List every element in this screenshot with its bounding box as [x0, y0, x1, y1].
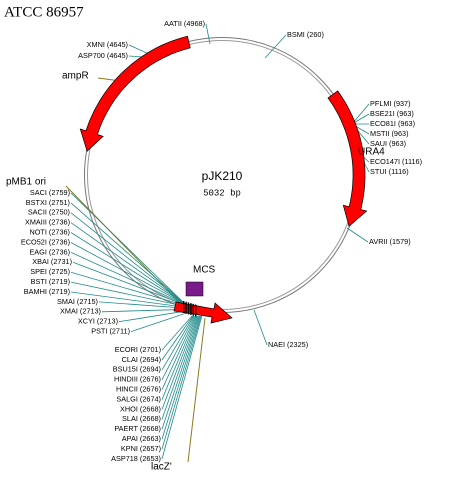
mcs-tick	[185, 301, 187, 314]
site-leader	[70, 242, 188, 306]
site-label: MSTII (963)	[370, 129, 409, 138]
site-leader	[161, 315, 194, 361]
mcs-tick	[190, 303, 192, 316]
site-label: SALGI (2674)	[116, 394, 161, 403]
site-label: SMAI (2715)	[57, 297, 98, 306]
site-leader	[130, 310, 195, 332]
site-label: NAEI (2325)	[268, 340, 308, 349]
site-leader	[161, 315, 201, 440]
site-label: APAI (2663)	[122, 434, 161, 443]
site-leader	[70, 212, 185, 304]
site-label: HINCII (2676)	[116, 385, 161, 394]
mcs-tick	[192, 303, 194, 316]
site-label: ASP700 (4645)	[78, 51, 128, 60]
site-label: ECO52I (2736)	[21, 237, 70, 246]
mcs-box	[185, 281, 204, 297]
site-label: BSU15I (2694)	[113, 365, 161, 374]
site-leader	[161, 315, 198, 410]
site-leader	[253, 309, 268, 346]
site-leader	[161, 315, 193, 351]
site-leader	[70, 222, 186, 305]
site-label: KPNI (2657)	[121, 444, 161, 453]
site-label: XBAI (2731)	[32, 257, 72, 266]
site-leader	[70, 192, 184, 303]
site-leader	[351, 103, 370, 125]
site-leader	[70, 202, 185, 303]
site-label: XCYI (2713)	[78, 317, 118, 326]
site-leader	[161, 315, 197, 400]
site-label: XMAI (2713)	[60, 307, 101, 316]
title: ATCC 86957	[4, 4, 84, 20]
ampr-arrow	[79, 35, 191, 152]
feature-label: ampR	[62, 71, 89, 82]
site-leader	[70, 252, 188, 306]
site-label: PSTI (2711)	[91, 327, 130, 336]
site-label: SAUI (963)	[370, 139, 406, 148]
feature-label: lacZ'	[151, 462, 172, 473]
site-label: PFLMI (937)	[370, 99, 411, 108]
site-label: SACI (2759)	[30, 188, 70, 197]
site-label: BSTXI (2751)	[26, 198, 70, 207]
site-leader	[70, 291, 192, 309]
site-leader	[70, 281, 191, 308]
site-label: NOTI (2736)	[29, 228, 70, 237]
site-leader	[72, 261, 189, 307]
site-leader	[161, 315, 196, 380]
site-leader	[161, 315, 195, 371]
mcs-tick	[187, 302, 190, 315]
site-label: EAGI (2736)	[29, 247, 70, 256]
mcs-tick	[183, 301, 185, 313]
site-label: STUI (1116)	[370, 167, 409, 176]
site-label: BSMI (260)	[287, 30, 324, 39]
site-label: BSE21I (963)	[370, 109, 414, 118]
site-label: ECO81I (963)	[370, 119, 415, 128]
site-leader	[264, 34, 287, 59]
site-label: AATII (4968)	[164, 19, 205, 28]
site-label: HINDIII (2676)	[114, 375, 161, 384]
feature-label: pMB1 ori	[6, 177, 46, 188]
site-label: ASP718 (2653)	[111, 454, 161, 463]
feature-label: MCS	[193, 265, 216, 276]
site-label: SACII (2750)	[28, 208, 70, 217]
site-leader	[70, 232, 187, 305]
ura4-arrow	[327, 90, 368, 227]
mcs-ticks	[183, 301, 197, 317]
site-label: ECO147I (1116)	[370, 157, 422, 166]
site-label: SLAI (2668)	[122, 414, 161, 423]
site-label: XMNI (4645)	[87, 40, 128, 49]
site-leader	[205, 23, 211, 45]
site-label: BAMHI (2719)	[24, 287, 70, 296]
site-leader	[346, 227, 369, 243]
site-label: BSTI (2719)	[31, 277, 70, 286]
site-leader	[161, 315, 196, 390]
site-label: SPEI (2725)	[30, 267, 70, 276]
site-labels: AATII (4968) XMNI (4645) ASP700 (4645) BSMI…	[21, 19, 422, 463]
site-leader	[161, 315, 199, 420]
site-label: PAERT (2668)	[114, 424, 161, 433]
plasmid-name: pJK210	[202, 169, 243, 183]
site-leader	[161, 315, 203, 460]
plasmid-size: 5032 bp	[203, 188, 241, 198]
feature-label: URA4	[358, 147, 385, 158]
site-label: XHOI (2668)	[120, 404, 161, 413]
ori-leader	[65, 185, 182, 305]
site-leader	[161, 315, 202, 450]
site-label: XMAIII (2736)	[25, 218, 70, 227]
site-label: ECORI (2701)	[115, 345, 161, 354]
site-leader	[161, 315, 200, 430]
mcs-tick	[195, 304, 197, 317]
lacz-leader	[187, 317, 206, 463]
site-label: CLAI (2694)	[122, 355, 161, 364]
lacz-arrow	[173, 301, 233, 324]
site-leader	[70, 271, 190, 308]
site-label: AVRII (1579)	[369, 237, 411, 246]
